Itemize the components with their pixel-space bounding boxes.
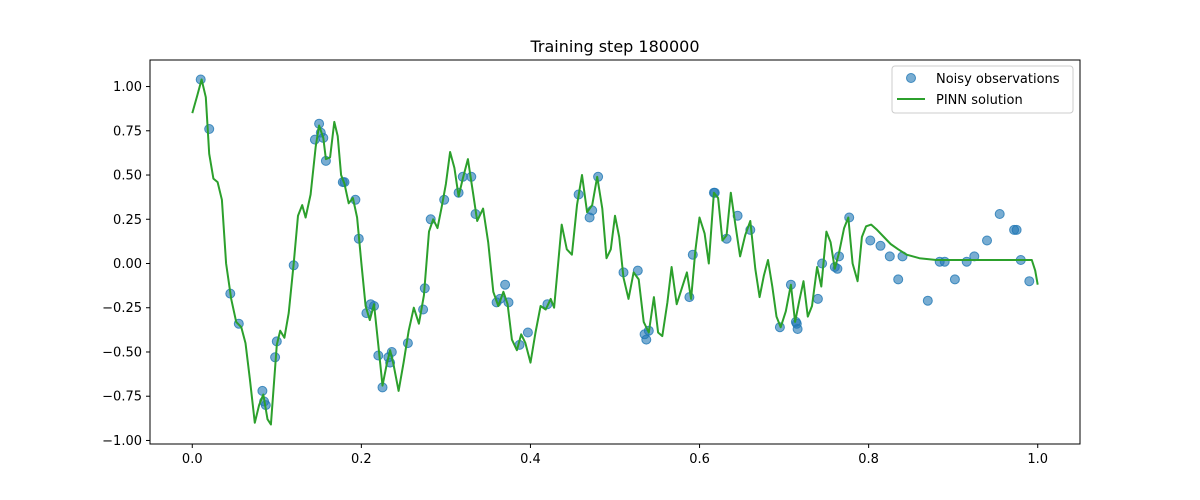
legend-label-line: PINN solution bbox=[936, 93, 1023, 108]
observation-point bbox=[500, 279, 511, 290]
y-axis: −1.00 −0.75 −0.50 −0.25 0.00 0.25 0.50 0.75 1.00 bbox=[102, 80, 150, 449]
observation-point bbox=[949, 274, 960, 285]
observation-point bbox=[817, 258, 828, 269]
y-tick-label: −0.75 bbox=[102, 390, 142, 405]
y-tick-label: 0.50 bbox=[113, 169, 142, 184]
observation-point bbox=[982, 235, 992, 246]
observation-point bbox=[893, 274, 904, 285]
observation-point bbox=[522, 327, 533, 338]
x-axis: 0.0 0.2 0.4 0.6 0.8 1.0 bbox=[182, 444, 1048, 467]
observation-point bbox=[792, 324, 803, 334]
observation-point bbox=[1011, 224, 1022, 235]
observation-point bbox=[994, 209, 1005, 219]
legend: Noisy observations PINN solution bbox=[891, 65, 1074, 114]
x-tick-label: 0.4 bbox=[520, 452, 541, 467]
y-tick-label: 0.25 bbox=[113, 213, 142, 228]
observation-point bbox=[875, 240, 886, 251]
y-tick-label: −0.50 bbox=[102, 345, 142, 360]
observation-point bbox=[922, 295, 933, 306]
legend-label-scatter: Noisy observations bbox=[936, 72, 1060, 87]
x-tick-label: 0.0 bbox=[182, 452, 203, 467]
chart-title: Training step 180000 bbox=[530, 37, 700, 56]
observation-point bbox=[204, 124, 215, 134]
observation-point bbox=[939, 256, 950, 267]
legend-scatter-marker bbox=[906, 73, 916, 83]
y-tick-label: 1.00 bbox=[113, 80, 142, 95]
plot-area bbox=[191, 74, 1039, 426]
x-tick-label: 0.2 bbox=[351, 452, 372, 467]
observation-point bbox=[884, 251, 895, 262]
legend-box bbox=[891, 65, 1074, 114]
observation-point bbox=[812, 293, 823, 304]
x-tick-label: 0.8 bbox=[858, 452, 879, 467]
y-tick-label: 0.75 bbox=[113, 124, 142, 139]
observation-point bbox=[641, 334, 652, 345]
axes-frame bbox=[149, 59, 1081, 445]
y-tick-label: −1.00 bbox=[102, 434, 142, 449]
x-tick-label: 0.6 bbox=[689, 452, 710, 467]
observation-point bbox=[865, 235, 876, 246]
x-tick-label: 1.0 bbox=[1027, 452, 1048, 467]
observation-point bbox=[632, 265, 643, 276]
y-tick-label: −0.25 bbox=[102, 301, 142, 316]
observation-point bbox=[1024, 276, 1035, 287]
observation-point bbox=[257, 385, 268, 396]
pinn-solution-line bbox=[191, 78, 1039, 426]
y-tick-label: 0.00 bbox=[113, 257, 142, 272]
